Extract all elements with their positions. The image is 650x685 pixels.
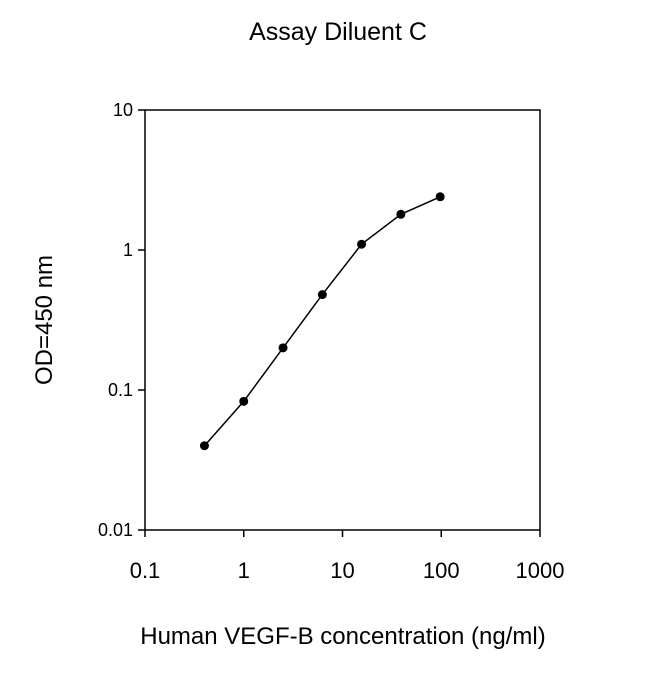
data-point [357, 239, 367, 249]
y-axis: 0.01 0.1 1 10 [98, 100, 145, 540]
y-tick-label: 1 [123, 240, 133, 260]
data-point [435, 192, 445, 202]
plot-border [144, 109, 541, 531]
data-point [278, 343, 288, 353]
data-point [396, 209, 406, 219]
x-tick-label: 10 [330, 558, 354, 583]
x-axis-label: Human VEGF-B concentration (ng/ml) [140, 623, 545, 650]
x-tick-label: 0.1 [130, 558, 161, 583]
series-line [203, 196, 441, 447]
series-group [199, 192, 445, 451]
data-point [199, 441, 209, 451]
y-tick-label: 0.1 [108, 380, 133, 400]
y-tick-label: 0.01 [98, 520, 133, 540]
x-axis: 0.1 1 10 100 1000 [130, 530, 565, 583]
x-tick-label: 1000 [516, 558, 565, 583]
y-axis-label: OD=450 nm [31, 255, 58, 385]
data-point [317, 290, 327, 300]
data-point [239, 396, 249, 406]
x-tick-label: 100 [423, 558, 460, 583]
x-tick-label: 1 [238, 558, 250, 583]
chart-title: Assay Diluent C [249, 18, 427, 46]
y-tick-label: 10 [113, 100, 133, 120]
plot-area [144, 109, 541, 531]
